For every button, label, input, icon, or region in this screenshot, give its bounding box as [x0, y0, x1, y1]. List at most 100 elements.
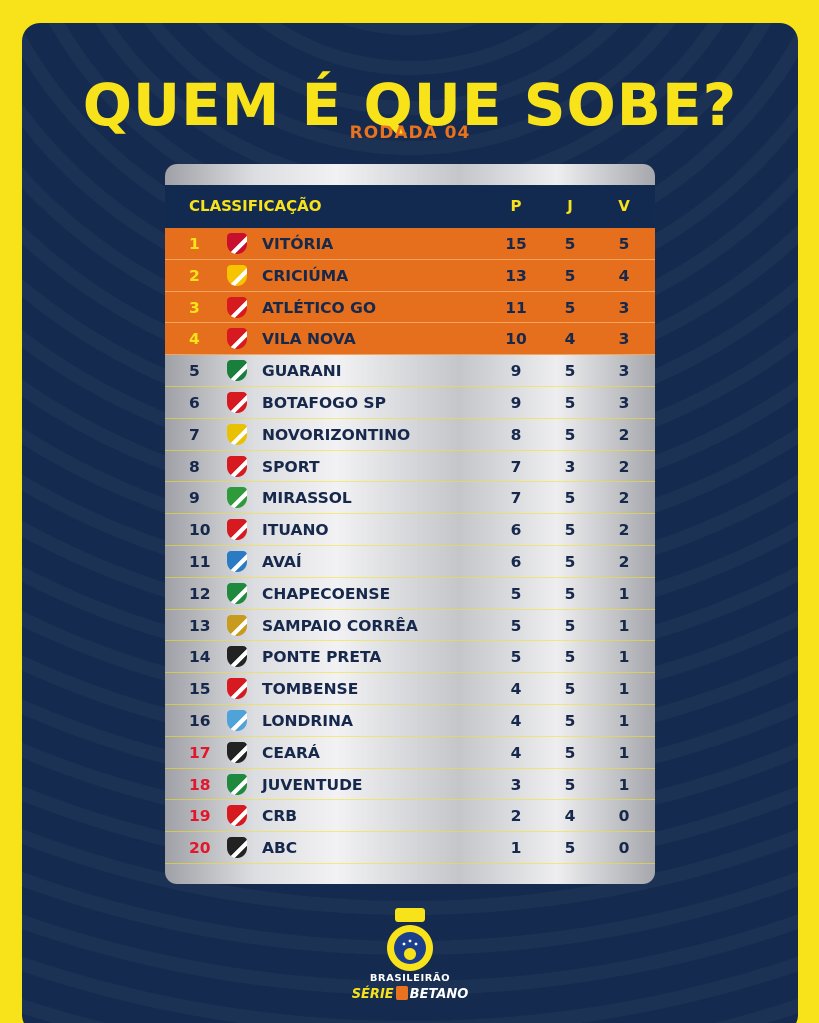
table-row: 1 VITÓRIA 15 5 5 [165, 228, 655, 260]
table-row: 11 AVAÍ 6 5 2 [165, 546, 655, 578]
team-games: 5 [564, 616, 576, 635]
team-games: 5 [564, 298, 576, 317]
team-points: 10 [505, 330, 527, 349]
team-name: TOMBENSE [262, 680, 359, 699]
team-games: 5 [564, 584, 576, 603]
team-crest-icon [227, 837, 247, 859]
team-name: CRICIÚMA [262, 266, 349, 285]
team-games: 5 [564, 680, 576, 699]
table-row: 12 CHAPECOENSE 5 5 1 [165, 578, 655, 610]
brasileirao-logo [387, 908, 433, 971]
team-points: 8 [510, 425, 522, 444]
team-points: 5 [510, 616, 522, 635]
table-row: 7 NOVORIZONTINO 8 5 2 [165, 419, 655, 451]
table-row: 2 CRICIÚMA 13 5 4 [165, 259, 655, 292]
header-wins: V [618, 197, 630, 215]
standings-table: CLASSIFICAÇÃO P J V 1 VITÓRIA 15 5 5 2 CRICIÚM… [165, 164, 655, 884]
team-wins: 2 [618, 521, 630, 540]
row-position: 9 [189, 489, 200, 508]
team-games: 4 [564, 807, 576, 826]
page-title: QUEM É QUE SOBE? [82, 71, 738, 139]
team-name: CRB [262, 807, 298, 826]
header-team: CLASSIFICAÇÃO [189, 197, 322, 215]
team-name: CEARÁ [262, 743, 320, 762]
table-row: 20 ABC 1 5 0 [165, 832, 655, 864]
table-row: 10 ITUANO 6 5 2 [165, 514, 655, 546]
team-games: 5 [564, 711, 576, 730]
team-games: 5 [564, 552, 576, 571]
poster-card: QUEM É QUE SOBE? RODADA 04 CLASSIFICAÇÃO… [22, 23, 798, 1023]
team-crest-icon [227, 582, 247, 604]
row-position: 2 [189, 266, 200, 285]
row-position: 13 [189, 616, 211, 635]
team-crest-icon [227, 455, 247, 477]
table-row: 19 CRB 2 4 0 [165, 800, 655, 833]
team-games: 5 [564, 775, 576, 794]
team-points: 3 [510, 775, 522, 794]
table-row: 16 LONDRINA 4 5 1 [165, 705, 655, 737]
team-wins: 3 [618, 393, 630, 412]
row-position: 14 [189, 648, 211, 667]
team-crest-icon [227, 328, 247, 350]
team-crest-icon [227, 646, 247, 668]
team-wins: 3 [618, 298, 630, 317]
team-wins: 0 [618, 807, 630, 826]
team-games: 5 [564, 489, 576, 508]
team-crest-icon [227, 296, 247, 318]
row-position: 18 [189, 775, 211, 794]
row-position: 8 [189, 457, 200, 476]
row-position: 1 [189, 235, 200, 253]
sponsor-label: BETANO [409, 987, 469, 1002]
table-row: 17 CEARÁ 4 5 1 [165, 737, 655, 769]
row-position: 12 [189, 584, 211, 603]
team-name: ATLÉTICO GO [262, 298, 377, 317]
table-row: 9 MIRASSOL 7 5 2 [165, 482, 655, 515]
table-row: 5 GUARANI 9 5 3 [165, 355, 655, 387]
brand-serie: SÉRIE BETANO [22, 986, 798, 1002]
row-position: 17 [189, 743, 211, 762]
table-header: CLASSIFICAÇÃO P J V [165, 185, 655, 228]
team-name: VILA NOVA [262, 330, 356, 349]
team-wins: 1 [618, 648, 630, 667]
row-position: 19 [189, 807, 211, 826]
table-row: 6 BOTAFOGO SP 9 5 3 [165, 387, 655, 419]
team-wins: 2 [618, 457, 630, 476]
table-row: 8 SPORT 7 3 2 [165, 451, 655, 483]
team-wins: 4 [618, 266, 630, 285]
table-row: 13 SAMPAIO CORRÊA 5 5 1 [165, 610, 655, 642]
team-name: GUARANI [262, 362, 342, 381]
team-wins: 3 [618, 330, 630, 349]
team-wins: 1 [618, 680, 630, 699]
team-points: 7 [510, 457, 522, 476]
team-crest-icon [227, 423, 247, 445]
row-position: 15 [189, 680, 211, 699]
team-crest-icon [227, 391, 247, 413]
table-row: 3 ATLÉTICO GO 11 5 3 [165, 291, 655, 324]
team-name: NOVORIZONTINO [262, 425, 411, 444]
team-wins: 2 [618, 489, 630, 508]
team-crest-icon [227, 519, 247, 541]
table-row: 18 JUVENTUDE 3 5 1 [165, 769, 655, 801]
team-wins: 1 [618, 775, 630, 794]
team-points: 6 [510, 521, 522, 540]
team-games: 5 [564, 521, 576, 540]
team-points: 1 [510, 839, 522, 858]
team-wins: 1 [618, 711, 630, 730]
row-position: 10 [189, 521, 211, 540]
team-name: CHAPECOENSE [262, 584, 391, 603]
table-row: 15 TOMBENSE 4 5 1 [165, 673, 655, 705]
row-position: 16 [189, 711, 211, 730]
team-points: 9 [510, 362, 522, 381]
team-crest-icon [227, 773, 247, 795]
team-points: 5 [510, 648, 522, 667]
team-wins: 1 [618, 616, 630, 635]
team-points: 6 [510, 552, 522, 571]
team-crest-icon [227, 805, 247, 827]
team-name: SPORT [262, 457, 320, 476]
team-points: 7 [510, 489, 522, 508]
team-name: JUVENTUDE [262, 775, 363, 794]
team-crest-icon [227, 233, 247, 254]
team-name: ITUANO [262, 521, 329, 540]
team-name: PONTE PRETA [262, 648, 382, 667]
team-points: 4 [510, 743, 522, 762]
